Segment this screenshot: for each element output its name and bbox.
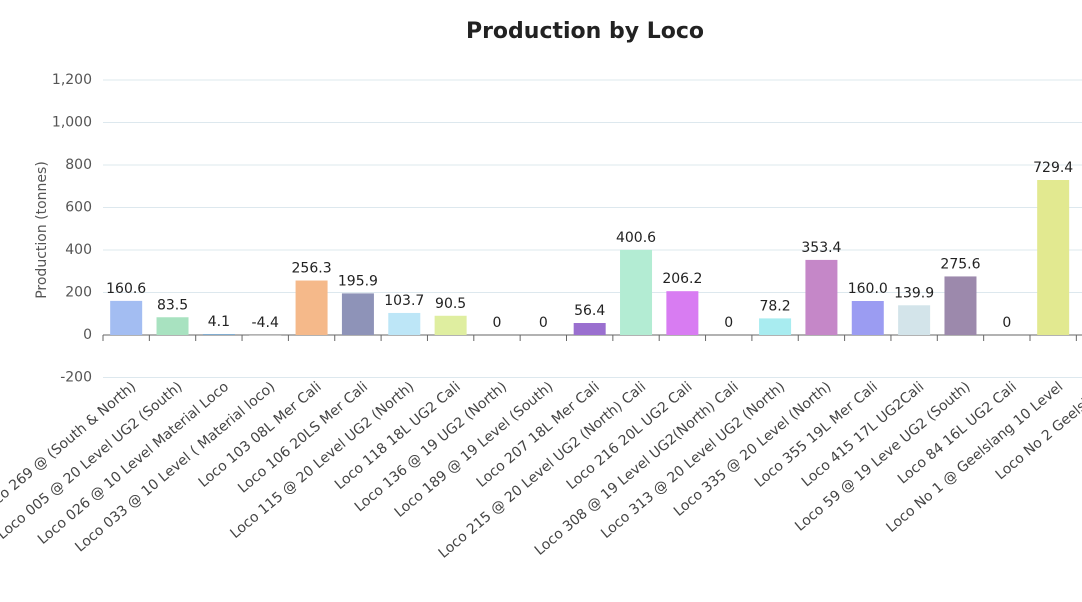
y-tick-label: 1,200 [52, 72, 92, 88]
bar [851, 301, 884, 335]
bar [249, 335, 282, 336]
x-tick-label: Loco 026 @ 10 Level Material Loco [35, 379, 232, 548]
bar [295, 280, 328, 335]
y-axis-title: Production (tonnes) [34, 161, 50, 299]
value-label: 160.6 [106, 281, 146, 297]
value-label: 729.4 [1033, 160, 1073, 176]
value-label: -4.4 [252, 315, 279, 331]
bar [573, 323, 606, 335]
bar [944, 276, 977, 335]
bar [202, 334, 235, 335]
bar [1037, 180, 1070, 335]
value-label: 256.3 [292, 261, 332, 277]
y-tick-label: -200 [60, 370, 92, 386]
bar [341, 293, 374, 335]
value-label: 0 [724, 315, 733, 331]
y-tick-label: 1,000 [52, 115, 92, 131]
y-tick-label: 0 [83, 327, 92, 343]
value-label: 56.4 [574, 303, 605, 319]
value-label: 0 [1002, 315, 1011, 331]
x-tick-label: Loco 269 @ (South & North) [0, 379, 139, 518]
chart-title: Production by Loco [466, 19, 704, 44]
value-label: 195.9 [338, 273, 378, 289]
value-label: 0 [493, 315, 502, 331]
bar [434, 315, 467, 335]
value-label: 83.5 [157, 297, 188, 313]
value-label: 90.5 [435, 296, 466, 312]
bar [805, 259, 838, 335]
value-label: 4.1 [208, 314, 230, 330]
value-label: 103.7 [384, 293, 424, 309]
value-label: 275.6 [940, 256, 980, 272]
value-label: 139.9 [894, 285, 934, 301]
x-tick-label: Loco 005 @ 20 Level UG2 (South) [0, 379, 186, 543]
value-label: 206.2 [662, 271, 702, 287]
value-label: 0 [539, 315, 548, 331]
bar [666, 291, 699, 335]
y-tick-label: 600 [65, 200, 92, 216]
value-label: 78.2 [759, 298, 790, 314]
y-tick-label: 400 [65, 242, 92, 258]
bar [156, 317, 189, 335]
bar [110, 300, 143, 335]
value-label: 353.4 [801, 240, 841, 256]
bar [898, 305, 931, 335]
bar [759, 318, 792, 335]
bar [388, 312, 421, 335]
value-label: 160.0 [848, 281, 888, 297]
value-label: 400.6 [616, 230, 656, 246]
y-tick-label: 200 [65, 285, 92, 301]
y-tick-label: 800 [65, 157, 92, 173]
bar [620, 249, 653, 335]
